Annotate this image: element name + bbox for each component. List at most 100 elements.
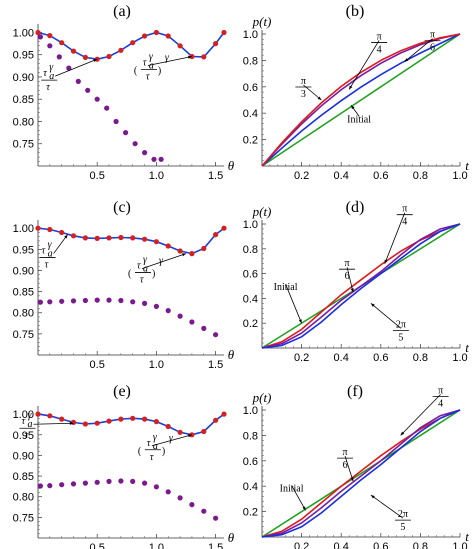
data-point xyxy=(177,495,183,501)
data-point xyxy=(47,483,53,489)
data-point xyxy=(118,234,124,241)
fraction-denominator: 5 xyxy=(398,332,403,343)
data-point xyxy=(59,416,65,422)
arrow-head xyxy=(317,96,322,100)
data-point xyxy=(35,225,41,231)
arrow-head xyxy=(302,506,306,511)
x-tick-label: 0.6 xyxy=(373,170,388,182)
y-tick-label: 0.95 xyxy=(13,50,34,62)
fraction-numerator: 2π xyxy=(396,319,406,330)
fraction-denominator: τ xyxy=(140,275,144,286)
annotation-arrow xyxy=(141,253,187,269)
annotation-arrow xyxy=(55,58,98,77)
y-tick-label: 0.75 xyxy=(13,329,34,341)
annotation-arrow xyxy=(404,38,433,63)
arrow-head xyxy=(400,431,405,436)
arrow-head xyxy=(370,303,375,307)
data-point xyxy=(177,429,183,435)
annotation-label: Initial xyxy=(274,282,298,293)
fraction-denominator: 4 xyxy=(377,44,382,55)
y-tick-label: 1.0 xyxy=(243,405,258,417)
chart-panel-d: (d)0.2 0.4 0.6 0.8 1.00.20.40.60.81.0tp(t) π4… xyxy=(243,199,469,364)
series-line-0 xyxy=(37,31,225,61)
data-point xyxy=(142,236,148,242)
fraction-denominator: 4 xyxy=(402,217,407,228)
annotation-arrow xyxy=(147,56,192,66)
y-tick-label: 0.6 xyxy=(243,269,258,281)
y-tick-label: 0.85 xyxy=(13,287,34,299)
data-point xyxy=(201,245,207,252)
arrow-head xyxy=(384,259,388,264)
data-point xyxy=(47,299,53,305)
y-tick-label: 0.85 xyxy=(13,94,34,106)
fraction-numerator: τ xyxy=(42,246,46,257)
data-point xyxy=(142,416,148,422)
annotation: 2π5 xyxy=(370,494,411,533)
panel-letter: (e) xyxy=(113,383,131,400)
data-point xyxy=(165,33,171,39)
series-line-0 xyxy=(261,33,461,167)
series-line-3 xyxy=(261,33,461,167)
arrow-head xyxy=(350,477,354,482)
data-point xyxy=(106,478,112,484)
data-point xyxy=(35,29,41,36)
data-point xyxy=(213,332,219,338)
fraction-superscript: γ xyxy=(28,410,33,421)
x-tick-label: 1.5 xyxy=(208,542,223,549)
fraction-denominator: 3 xyxy=(301,89,306,100)
fraction-subscript: a xyxy=(48,249,53,260)
fraction-denominator: 5 xyxy=(400,522,405,533)
data-point xyxy=(118,416,124,422)
annotation: Initial xyxy=(280,483,306,511)
data-point xyxy=(82,235,88,241)
fraction-denominator: 4 xyxy=(438,398,443,409)
data-point xyxy=(153,484,159,490)
x-tick-label: 0.8 xyxy=(413,170,428,182)
fraction-numerator: τ xyxy=(147,438,151,449)
data-point xyxy=(35,411,41,417)
power-superscript: γ xyxy=(169,433,174,444)
data-point xyxy=(165,489,171,495)
data-point xyxy=(82,421,88,427)
x-tick-label: 0.2 xyxy=(294,352,309,364)
annotation: (τ aγτ)γ xyxy=(138,432,193,463)
x-tick-label: 0.8 xyxy=(413,352,428,364)
annotation: π4 xyxy=(384,204,413,264)
data-point xyxy=(165,423,171,430)
series-line-1 xyxy=(261,409,461,538)
chart-panel-f: (f)0.2 0.4 0.6 0.8 1.00.20.40.60.81.0tp(t) π4… xyxy=(243,383,469,549)
annotation-arrow xyxy=(370,494,404,519)
data-point xyxy=(70,481,77,487)
data-point xyxy=(177,43,183,49)
fraction-numerator: 2π xyxy=(398,509,408,520)
annotation: τ aγτ xyxy=(39,234,68,271)
y-tick-label: 0.4 xyxy=(243,108,258,120)
annotation: 2π5 xyxy=(370,303,409,343)
fraction-denominator: 6 xyxy=(345,271,350,282)
y-tick-label: 1.00 xyxy=(13,223,34,235)
paren-right: ) xyxy=(162,446,165,457)
data-point xyxy=(189,319,195,325)
data-point xyxy=(130,235,136,241)
power-superscript: γ xyxy=(165,52,170,63)
data-point xyxy=(213,41,219,47)
data-point xyxy=(158,156,164,162)
x-tick-label: 0.4 xyxy=(334,170,349,182)
annotation-arrow xyxy=(400,394,441,436)
data-point xyxy=(201,428,207,435)
y-tick-label: 0.85 xyxy=(13,471,34,483)
fraction-numerator: π xyxy=(343,447,348,458)
fraction-denominator: τ xyxy=(25,430,29,441)
fraction-numerator: τ xyxy=(143,57,147,68)
paren-left: ( xyxy=(134,65,138,76)
paren-right: ) xyxy=(158,65,161,76)
y-tick-label: 0.90 xyxy=(13,72,34,84)
annotation: (τ aγτ)γ xyxy=(128,253,187,286)
series-line-1 xyxy=(261,33,461,167)
fraction-numerator: π xyxy=(377,31,382,42)
annotation-label: Initial xyxy=(280,483,304,494)
x-tick-label: 1.0 xyxy=(149,170,164,182)
arrow-head xyxy=(187,434,192,438)
y-tick-label: 1.00 xyxy=(13,27,34,39)
